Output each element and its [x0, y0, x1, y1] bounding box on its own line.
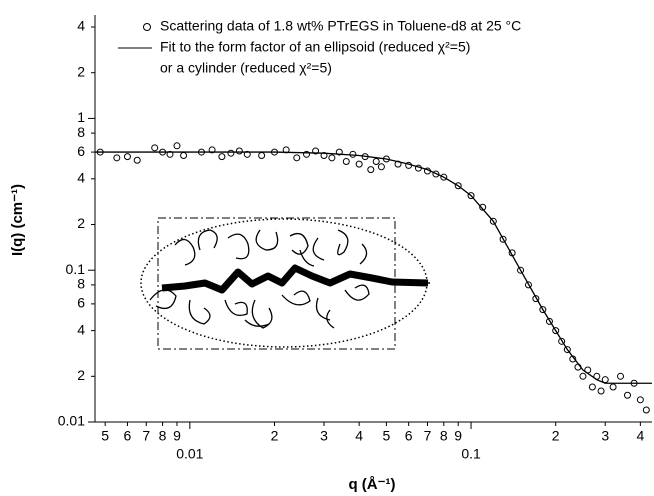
y-tick-label: 0.1 — [66, 261, 86, 277]
data-point — [532, 295, 540, 303]
y-tick-label: 8 — [77, 124, 85, 140]
data-point — [454, 182, 462, 190]
inset-illustration — [140, 217, 431, 350]
data-point — [335, 148, 343, 156]
x-tick-label: 8 — [159, 428, 167, 444]
data-point — [479, 203, 487, 211]
data-point — [151, 144, 159, 152]
data-point — [312, 147, 320, 155]
data-point — [328, 154, 336, 162]
x-tick-label: 7 — [424, 428, 432, 444]
x-tick-label: 3 — [601, 428, 609, 444]
data-point — [303, 150, 311, 158]
data-point — [489, 217, 497, 225]
y-tick-label: 8 — [77, 276, 85, 292]
x-tick-label: 2 — [271, 428, 279, 444]
data-point — [208, 146, 216, 154]
data-point — [597, 387, 605, 395]
x-tick-label: 5 — [382, 428, 390, 444]
data-point — [173, 142, 181, 150]
data-point — [180, 151, 188, 159]
x-axis-label: q (Å⁻¹) — [348, 476, 395, 493]
data-point — [342, 158, 350, 166]
x-tick-label: 9 — [173, 428, 181, 444]
y-tick-label: 6 — [77, 295, 85, 311]
data-point — [243, 150, 251, 158]
data-point — [636, 396, 644, 404]
data-point — [617, 372, 625, 380]
y-tick-label: 2 — [77, 367, 85, 383]
data-point — [642, 406, 650, 414]
data-point — [166, 150, 174, 158]
y-axis-label: I(q) (cm⁻¹) — [9, 184, 26, 256]
y-tick-label: 2 — [77, 63, 85, 79]
data-point — [432, 170, 440, 178]
data-point — [235, 147, 243, 155]
data-point — [440, 173, 448, 181]
fit-line — [95, 151, 652, 384]
x-tick-label: 3 — [320, 428, 328, 444]
data-point — [377, 163, 385, 171]
data-point — [367, 166, 375, 174]
legend-label: Scattering data of 1.8 wt% PTrEGS in Tol… — [160, 18, 521, 34]
y-tick-label: 4 — [77, 18, 85, 34]
x-tick-label: 6 — [405, 428, 413, 444]
y-tick-label: 4 — [77, 170, 85, 186]
y-tick-label: 1 — [77, 109, 85, 125]
data-point — [539, 306, 547, 314]
data-point — [133, 156, 141, 164]
data-point — [623, 391, 631, 399]
x-tick-label: 7 — [142, 428, 150, 444]
data-point — [563, 346, 571, 354]
y-tick-label: 0.01 — [58, 413, 85, 429]
data-point — [355, 160, 363, 168]
data-point — [545, 317, 553, 325]
y-tick-label: 6 — [77, 143, 85, 159]
data-point — [588, 383, 596, 391]
data-point — [552, 327, 560, 335]
data-point — [558, 337, 566, 345]
x-tick-label: 0.1 — [461, 446, 481, 462]
data-point — [517, 266, 525, 274]
data-point — [524, 281, 532, 289]
x-tick-label: 6 — [124, 428, 132, 444]
data-point — [372, 158, 380, 166]
data-point — [320, 151, 328, 159]
x-tick-label: 8 — [440, 428, 448, 444]
data-point — [113, 154, 121, 162]
data-point — [467, 192, 475, 200]
data-point — [499, 235, 507, 243]
legend-note: or a cylinder (reduced χ²=5) — [160, 60, 332, 76]
data-point — [258, 151, 266, 159]
data-point — [609, 383, 617, 391]
x-tick-label: 2 — [552, 428, 560, 444]
data-point — [218, 153, 226, 161]
x-tick-label: 4 — [636, 428, 644, 444]
x-tick-label: 5 — [101, 428, 109, 444]
y-tick-label: 4 — [77, 321, 85, 337]
legend-marker — [143, 23, 151, 31]
data-point — [293, 154, 301, 162]
data-point — [227, 149, 235, 157]
x-tick-label: 4 — [355, 428, 363, 444]
legend-label: Fit to the form factor of an ellipsoid (… — [160, 39, 470, 55]
data-point — [579, 372, 587, 380]
y-tick-label: 2 — [77, 215, 85, 231]
data-point — [123, 153, 131, 161]
x-tick-label: 9 — [454, 428, 462, 444]
x-tick-label: 0.01 — [176, 446, 203, 462]
